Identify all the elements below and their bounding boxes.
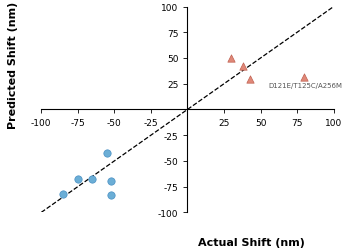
Point — [228, 57, 234, 61]
Point — [248, 77, 253, 81]
Point — [61, 192, 66, 196]
Y-axis label: Predicted Shift (nm): Predicted Shift (nm) — [8, 2, 18, 128]
Point — [75, 178, 80, 182]
X-axis label: Actual Shift (nm): Actual Shift (nm) — [198, 237, 305, 247]
Point — [109, 193, 114, 197]
Point — [302, 75, 307, 79]
Point — [109, 180, 114, 184]
Text: D121E/T125C/A256M: D121E/T125C/A256M — [268, 82, 342, 88]
Point — [240, 65, 246, 69]
Point — [90, 178, 95, 182]
Point — [104, 151, 110, 155]
